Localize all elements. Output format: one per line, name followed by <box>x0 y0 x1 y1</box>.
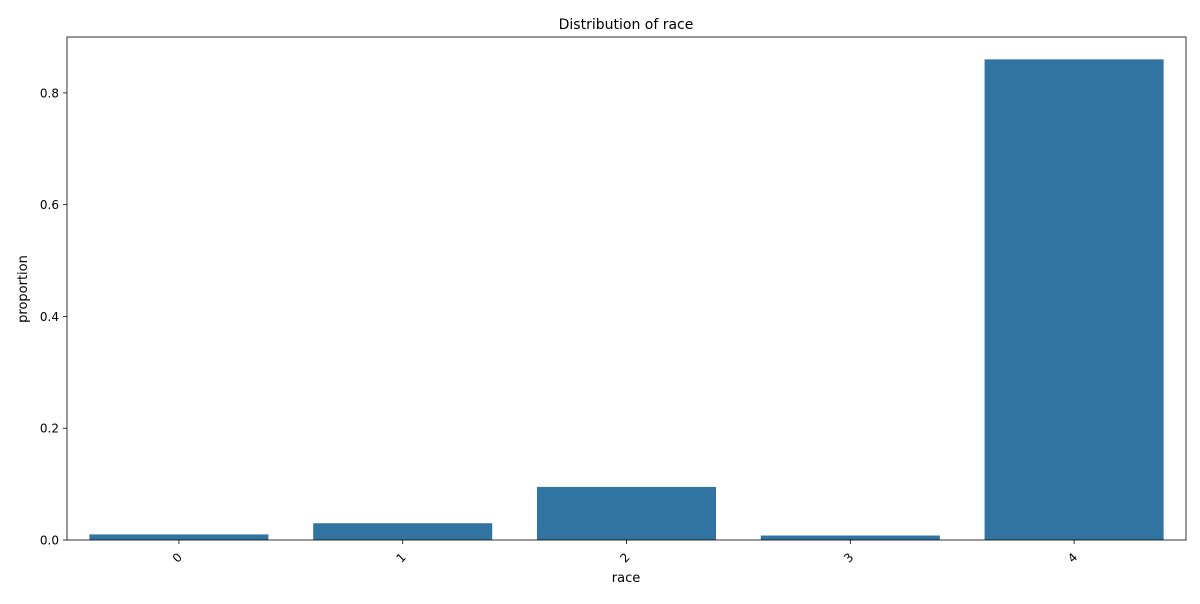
x-axis-label: race <box>612 571 640 586</box>
y-axis: 0.0 0.2 0.4 0.6 0.8 <box>40 86 67 548</box>
bar-2 <box>536 486 717 540</box>
bar-3 <box>760 535 940 540</box>
bars-group <box>89 59 1164 541</box>
y-tick-label: 0.8 <box>40 86 59 100</box>
bar-0 <box>89 534 269 540</box>
y-tick-label: 0.4 <box>40 310 59 324</box>
y-tick-label: 0.2 <box>40 422 59 436</box>
chart-title: Distribution of race <box>559 17 694 33</box>
bar-4 <box>984 59 1164 541</box>
y-axis-label: proportion <box>16 255 31 323</box>
y-tick-label: 0.6 <box>40 198 59 212</box>
plot-frame <box>66 36 1187 541</box>
y-tick-label: 0.0 <box>40 534 59 548</box>
bar-1 <box>313 523 493 540</box>
